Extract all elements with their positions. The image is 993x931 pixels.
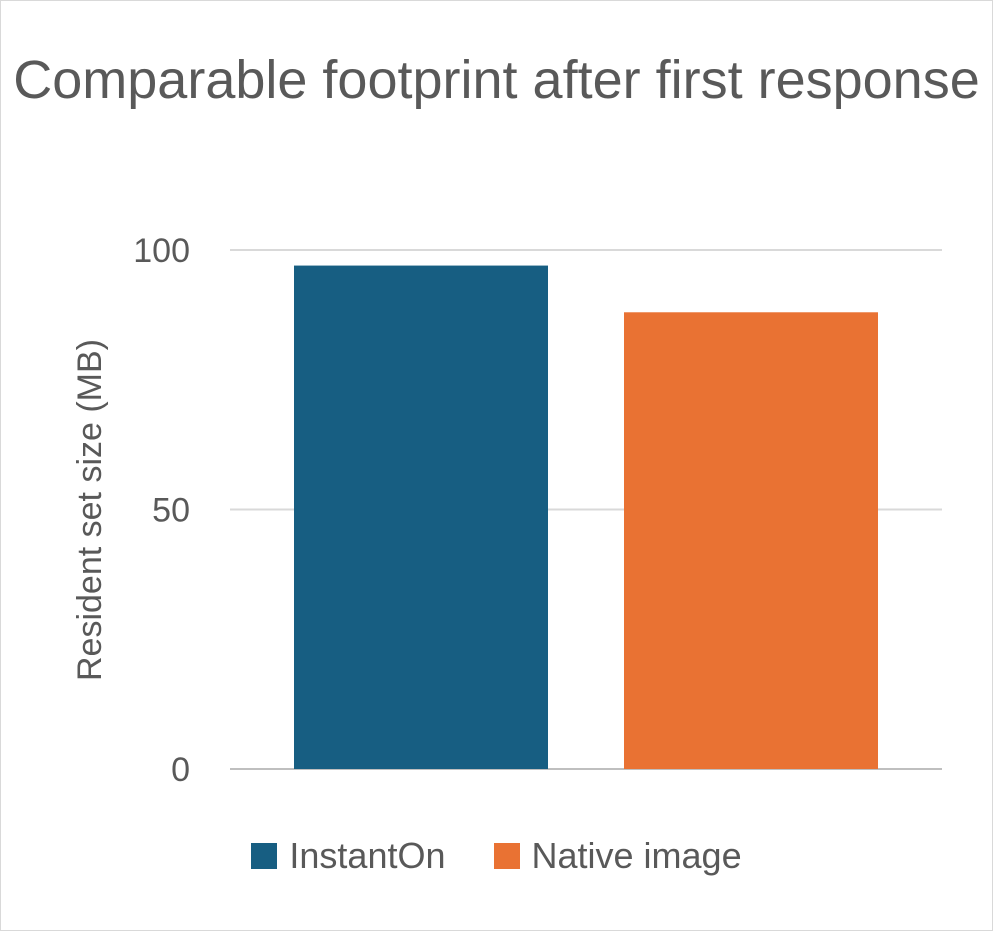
y-tick-label: 100	[133, 232, 190, 270]
bar-instanton	[294, 265, 548, 769]
y-axis-title: Resident set size (MB)	[71, 339, 109, 681]
legend-label: Native image	[531, 835, 742, 876]
chart-title: Comparable footprint after first respons…	[13, 50, 980, 110]
legend-item: Native image	[493, 835, 742, 877]
y-tick-label: 50	[152, 492, 190, 530]
legend-swatch	[251, 843, 278, 869]
y-axis-ticks: 0 50 100	[133, 232, 190, 789]
legend-swatch	[493, 843, 520, 869]
legend-item: InstantOn	[251, 835, 446, 877]
bar-native-image	[624, 312, 878, 769]
y-tick-label: 0	[171, 751, 190, 789]
bars	[294, 265, 878, 769]
legend: InstantOn Native image	[0, 835, 993, 877]
legend-label: InstantOn	[289, 835, 446, 876]
